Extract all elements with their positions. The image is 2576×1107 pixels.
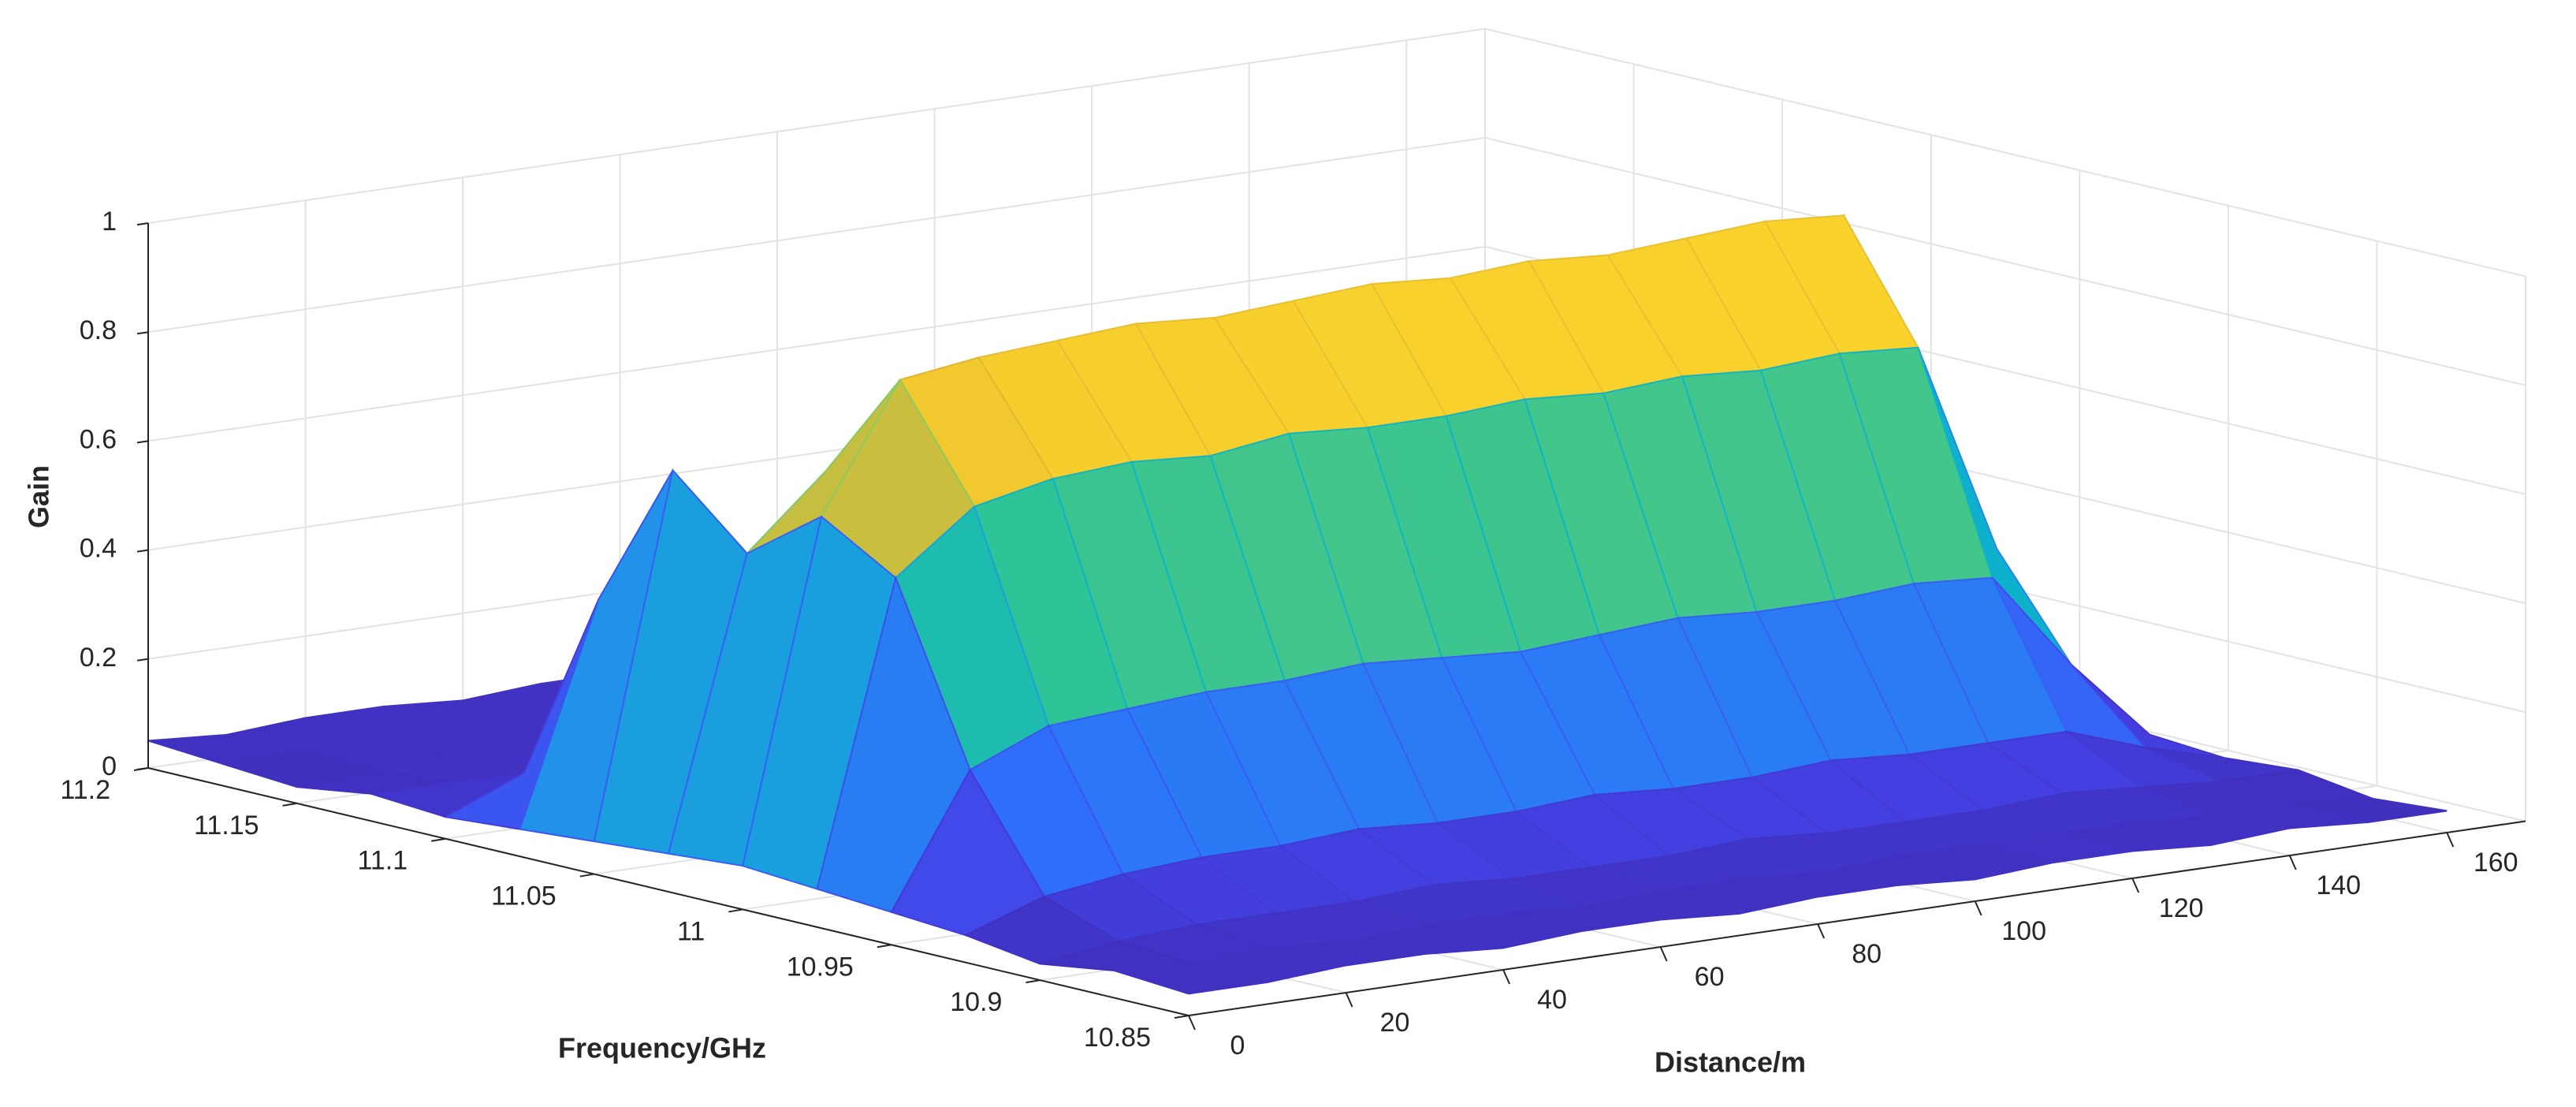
z-tick [136,549,149,553]
y-tick-label: 11.2 [60,775,110,805]
y-tick-label: 10.95 [787,952,854,982]
grid-line [147,136,1486,334]
y-tick-label: 10.9 [950,987,1002,1017]
y-tick [1026,979,1040,984]
axes: 0 20 40 60 80 100 120 140 160 10.85 10.9 10.95 11 11.… [60,207,2526,1060]
y-tick-label: 11.15 [194,811,259,840]
z-tick-label: 0 [102,751,117,781]
y-tick [282,802,297,807]
y-tick-label: 11.05 [491,882,557,911]
x-tick [2131,878,2140,893]
x-tick [1659,946,1668,962]
x-tick-label: 60 [1695,962,1725,992]
z-tick-label: 0.8 [80,315,117,345]
y-tick [579,873,594,878]
surface [147,214,2448,995]
z-axis-label: Gain [23,465,55,528]
x-tick-label: 40 [1537,985,1567,1015]
x-tick-label: 160 [2474,848,2518,878]
x-tick-label: 100 [2001,916,2046,946]
x-tick-label: 20 [1380,1008,1410,1038]
grid-line [1484,136,2526,386]
x-tick-label: 120 [2159,893,2204,923]
x-tick [1974,900,1982,916]
y-tick-label: 10.85 [1084,1023,1151,1053]
x-tick [1817,923,1826,939]
y-tick [728,908,743,913]
grid-line [147,28,1486,224]
z-tick [136,331,149,335]
y-tick [877,944,892,949]
z-tick-label: 0.4 [80,534,117,564]
x-tick-label: 140 [2316,870,2361,900]
z-tick-label: 1 [102,207,117,237]
z-tick [136,767,149,770]
grid-line [147,245,1486,442]
x-tick [2446,832,2455,848]
y-tick [1174,1015,1189,1019]
z-tick [136,658,149,662]
surface-patch [1114,964,1268,995]
grid-line [1484,28,2526,278]
x-tick [1345,992,1353,1008]
z-tick [136,222,149,226]
y-tick-label: 11.1 [357,846,408,876]
x-tick-label: 80 [1852,939,1882,969]
y-tick-label: 11 [677,916,705,946]
x-axis [1188,820,2526,1016]
y-axis-label: Frequency/GHz [558,1032,766,1064]
x-tick-label: 0 [1230,1031,1245,1060]
x-tick [1502,969,1510,985]
x-tick [2288,855,2297,870]
x-tick [1188,1015,1196,1031]
z-tick-label: 0.6 [80,424,117,454]
z-tick-label: 0.2 [80,643,117,673]
y-axis [147,767,1189,1016]
y-tick [430,837,446,842]
z-tick [136,440,149,444]
x-axis-label: Distance/m [1655,1046,1806,1079]
